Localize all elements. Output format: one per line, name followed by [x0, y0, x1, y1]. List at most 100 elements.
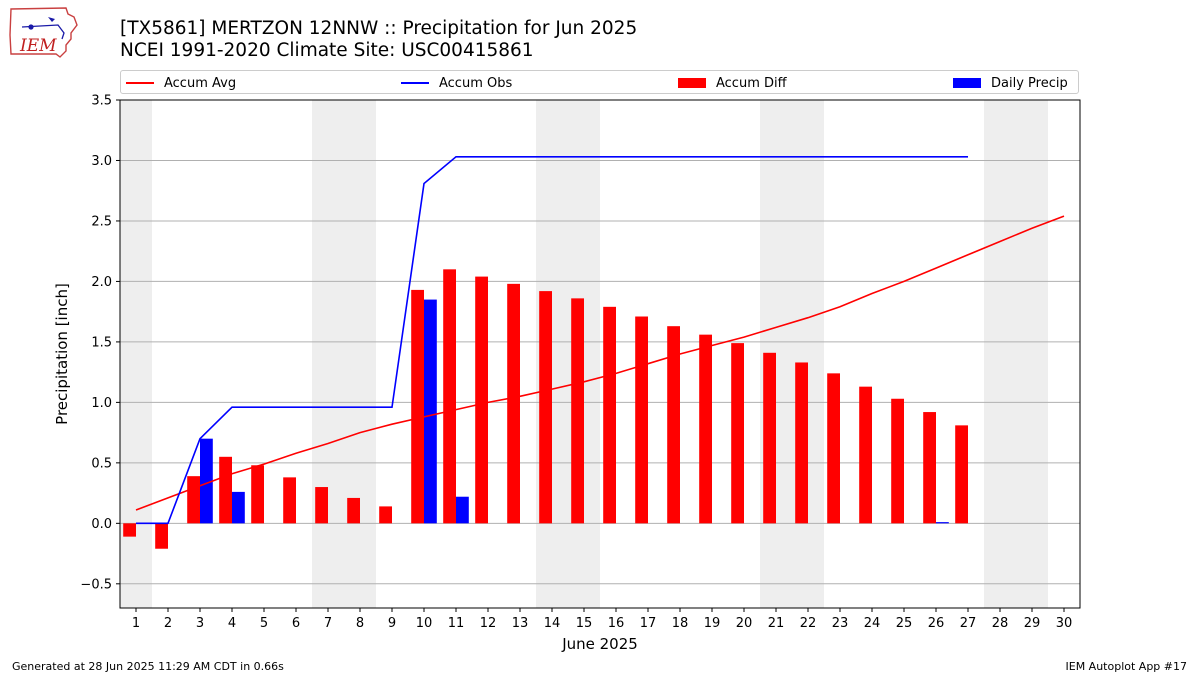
y-tick-label: 2.5 [91, 214, 112, 229]
legend-label-daily-precip: Daily Precip [991, 75, 1068, 91]
accum-diff-bar [859, 386, 872, 524]
accum-diff-bar [923, 412, 936, 524]
legend-item-accum-diff: Accum Diff [678, 74, 787, 92]
x-tick-label: 19 [704, 616, 721, 631]
x-tick-label: 27 [960, 616, 977, 631]
accum-diff-bar [955, 425, 968, 524]
accum-diff-bar [187, 476, 200, 524]
y-tick-label: 3.0 [91, 154, 112, 169]
x-tick-label: 30 [1056, 616, 1073, 631]
accum-diff-bar [667, 326, 680, 524]
weekend-shade [984, 100, 1016, 608]
accum-diff-bar [699, 334, 712, 524]
x-tick-label: 28 [992, 616, 1009, 631]
x-tick-label: 13 [512, 616, 529, 631]
legend-item-accum-obs: Accum Obs [401, 74, 512, 92]
x-tick-label: 24 [864, 616, 881, 631]
logo-bird [48, 17, 55, 22]
legend-swatch-accum-obs [401, 82, 429, 84]
accum-diff-bar [507, 283, 520, 524]
y-axis-label: Precipitation [inch] [53, 283, 71, 425]
y-tick-label: 0.5 [91, 456, 112, 471]
x-tick-label: 15 [576, 616, 593, 631]
accum-diff-bar [411, 289, 424, 524]
accum-diff-bar [603, 306, 616, 524]
x-tick-label: 23 [832, 616, 849, 631]
logo-river [21, 24, 65, 40]
x-tick-label: 8 [356, 616, 364, 631]
accum-diff-bar [731, 343, 744, 524]
x-tick-label: 14 [544, 616, 561, 631]
accum-diff-bar [763, 352, 776, 524]
x-tick-label: 21 [768, 616, 785, 631]
lines [135, 156, 1065, 525]
accum-diff-bar [347, 497, 360, 524]
x-tick-label: 12 [480, 616, 497, 631]
x-tick-label: 5 [260, 616, 268, 631]
weekend-shade [344, 100, 376, 608]
daily-precip-bar [936, 522, 949, 524]
x-tick-label: 20 [736, 616, 753, 631]
x-tick-label: 18 [672, 616, 689, 631]
accum-diff-bar [315, 487, 328, 524]
logo-text: IEM [19, 36, 57, 56]
legend-swatch-accum-diff [678, 78, 706, 88]
iem-logo: IEM [9, 7, 78, 58]
y-tick-label: 3.5 [91, 94, 112, 109]
x-tick-label: 29 [1024, 616, 1041, 631]
accum-diff-bar [571, 298, 584, 524]
accum-obs-line [136, 156, 968, 525]
iowa-state-outline [9, 7, 78, 58]
bars [123, 269, 968, 549]
daily-precip-bar [200, 438, 213, 524]
daily-precip-bar [424, 299, 437, 524]
legend-label-accum-diff: Accum Diff [716, 75, 787, 91]
daily-precip-bar [232, 491, 245, 524]
accum-diff-bar [475, 276, 488, 524]
accum-diff-bar [443, 269, 456, 524]
accum-diff-bar [891, 398, 904, 524]
y-tick-label: 2.0 [91, 275, 112, 290]
accum-diff-bar [379, 506, 392, 524]
accum-diff-bar [539, 291, 552, 524]
chart-title: [TX5861] MERTZON 12NNW :: Precipitation … [120, 18, 638, 39]
x-tick-label: 22 [800, 616, 817, 631]
x-tick-label: 10 [416, 616, 433, 631]
footer-app-id: IEM Autoplot App #17 [1065, 660, 1188, 673]
legend-item-daily-precip: Daily Precip [953, 74, 1068, 92]
y-tick-label: −0.5 [80, 577, 112, 592]
x-tick-label: 9 [388, 616, 396, 631]
x-tick-label: 2 [164, 616, 172, 631]
accum-diff-bar [283, 477, 296, 524]
plot-frame [119, 99, 1081, 609]
accum-diff-bar [635, 316, 648, 524]
x-axis-ticks: 1 2 3 4 5 6 7 8 9 10 11 12 13 14 15 16 17 18 19 20 21 22 23 24 2… [132, 608, 1072, 631]
weekend-shade [312, 100, 344, 608]
weekend-shade [1016, 100, 1048, 608]
accum-diff-bar [219, 456, 232, 524]
logo-dot [28, 24, 34, 30]
x-tick-label: 11 [448, 616, 465, 631]
x-tick-label: 1 [132, 616, 140, 631]
weekend-shade [792, 100, 824, 608]
x-tick-label: 17 [640, 616, 657, 631]
accum-avg-line [135, 215, 1065, 511]
y-tick-label: 0.0 [91, 517, 112, 532]
legend: Accum Avg Accum Obs Accum Diff Daily Pre… [120, 70, 1079, 94]
accum-diff-bar [251, 465, 264, 524]
x-tick-label: 4 [228, 616, 236, 631]
x-tick-label: 16 [608, 616, 625, 631]
legend-swatch-accum-avg [126, 82, 154, 84]
legend-label-accum-obs: Accum Obs [439, 75, 513, 91]
x-tick-label: 6 [292, 616, 300, 631]
legend-label-accum-avg: Accum Avg [164, 75, 237, 91]
footer-generated: Generated at 28 Jun 2025 11:29 AM CDT in… [12, 660, 284, 673]
accum-diff-bar [123, 523, 136, 537]
legend-swatch-daily-precip [953, 78, 981, 88]
accum-diff-bar [795, 362, 808, 524]
x-tick-label: 7 [324, 616, 332, 631]
legend-item-accum-avg: Accum Avg [126, 74, 236, 92]
daily-precip-bar [456, 496, 469, 524]
y-axis-ticks: −0.5 0.0 0.5 1.0 1.5 2.0 2.5 3.0 3.5 [80, 94, 120, 592]
